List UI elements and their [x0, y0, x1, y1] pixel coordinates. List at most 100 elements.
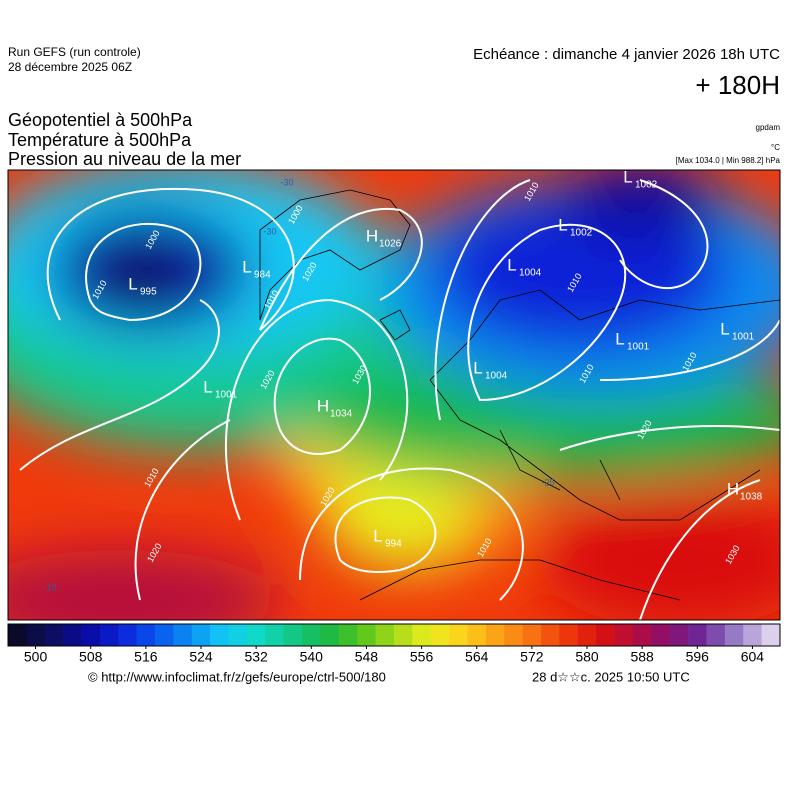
center-kind: H — [317, 396, 329, 415]
colorbar-swatch — [338, 624, 358, 646]
center-kind: H — [366, 226, 378, 245]
colorbar-swatch — [191, 624, 211, 646]
colorbar-swatch — [357, 624, 376, 646]
colorbar-swatch — [724, 624, 744, 646]
run-date: 28 décembre 2025 06Z — [8, 60, 132, 74]
colorbar-tick-label: 500 — [24, 649, 48, 665]
colorbar-swatch — [577, 624, 597, 646]
colorbar-swatch — [485, 624, 505, 646]
center-kind: L — [558, 215, 567, 234]
colorbar-swatch — [430, 624, 450, 646]
colorbar-tick-label: 604 — [741, 649, 765, 665]
colorbar-swatch — [449, 624, 468, 646]
center-kind: L — [507, 255, 516, 274]
colorbar-swatch — [302, 624, 321, 646]
colorbar-tick-label: 532 — [244, 649, 268, 665]
colorbar-tick-label: 556 — [410, 649, 434, 665]
center-value: 1004 — [519, 268, 542, 279]
colorbar-tick-label: 548 — [355, 649, 379, 665]
title: Température à 500hPa — [8, 130, 192, 150]
title: Pression au niveau de la mer — [8, 149, 241, 169]
colorbar-swatch — [632, 624, 652, 646]
center-value: 1002 — [570, 228, 593, 239]
colorbar-swatch — [81, 624, 101, 646]
run-label: Run GEFS (run controle) — [8, 45, 141, 59]
colorbar-swatch — [228, 624, 248, 646]
unit: gpdam — [756, 123, 781, 132]
colorbar-tick-label: 564 — [465, 649, 489, 665]
temperature-label: -30 — [263, 226, 276, 236]
center-kind: L — [242, 257, 251, 276]
center-kind: L — [373, 526, 382, 545]
colorbar-swatch — [246, 624, 266, 646]
center-value: 1002 — [635, 180, 658, 191]
colorbar-swatch — [210, 624, 229, 646]
colorbar-tick-label: 540 — [300, 649, 324, 665]
temperature-label: -10 — [43, 582, 56, 592]
valid-time: Echéance : dimanche 4 janvier 2026 18h U… — [473, 46, 780, 63]
map — [8, 170, 780, 620]
colorbar-swatch — [706, 624, 726, 646]
colorbar-swatch — [504, 624, 523, 646]
colorbar-swatch — [541, 624, 560, 646]
colorbar-swatch — [559, 624, 579, 646]
colorbar-swatch — [761, 624, 781, 646]
colorbar-swatch — [155, 624, 174, 646]
colorbar-swatch — [320, 624, 340, 646]
center-kind: L — [720, 319, 729, 338]
colorbar-swatch — [596, 624, 615, 646]
colorbar-tick-label: 508 — [79, 649, 103, 665]
center-kind: L — [615, 329, 624, 348]
colorbar-swatch — [614, 624, 634, 646]
center-value: 1004 — [485, 371, 508, 382]
colorbar-tick-label: 572 — [520, 649, 544, 665]
colorbar-swatch — [265, 624, 285, 646]
footer-generated: 28 d☆☆c. 2025 10:50 UTC — [532, 669, 690, 684]
center-value: 1026 — [379, 239, 402, 250]
title: Géopotentiel à 500hPa — [8, 110, 193, 130]
center-value: 1034 — [330, 409, 353, 420]
temperature-field — [8, 170, 780, 620]
colorbar-tick-label: 596 — [686, 649, 710, 665]
colorbar-swatch — [99, 624, 119, 646]
colorbar-swatch — [44, 624, 64, 646]
colorbar-swatch — [26, 624, 46, 646]
center-kind: L — [128, 274, 137, 293]
colorbar-swatch — [63, 624, 82, 646]
colorbar-swatch — [136, 624, 156, 646]
colorbar-frame — [7, 623, 781, 647]
map-frame — [7, 169, 781, 621]
center-kind: H — [727, 479, 739, 498]
colorbar-swatch — [688, 624, 707, 646]
colorbar-tick-label: 588 — [630, 649, 654, 665]
colorbar-tick-label: 524 — [189, 649, 213, 665]
colorbar-swatch — [669, 624, 689, 646]
lead-time: + 180H — [695, 70, 780, 100]
center-value: 984 — [254, 270, 271, 281]
center-kind: L — [623, 167, 632, 186]
colorbar-swatch — [118, 624, 137, 646]
colorbar-swatch — [375, 624, 395, 646]
colorbar: 500 508 516 524 532 540 548 556 564 572 580 588 596 6… — [7, 623, 781, 665]
colorbar-tick-label: 516 — [134, 649, 158, 665]
colorbar-swatch — [283, 624, 303, 646]
colorbar-swatch — [743, 624, 762, 646]
center-value: 1001 — [627, 342, 650, 353]
colorbar-swatch — [394, 624, 413, 646]
unit: [Max 1034.0 | Min 988.2] hPa — [676, 156, 781, 165]
colorbar-swatch — [173, 624, 193, 646]
center-value: 1001 — [215, 390, 238, 401]
center-value: 995 — [140, 287, 157, 298]
center-value: 1038 — [740, 492, 763, 503]
colorbar-tick-label: 580 — [575, 649, 599, 665]
footer-source: © http://www.infoclimat.fr/z/gefs/europe… — [88, 669, 386, 684]
colorbar-swatch — [8, 624, 27, 646]
temperature-label: -25 — [541, 477, 554, 487]
colorbar-swatch — [522, 624, 542, 646]
center-kind: L — [203, 377, 212, 396]
colorbar-swatch — [651, 624, 671, 646]
center-value: 994 — [385, 539, 402, 550]
colorbar-swatch — [412, 624, 432, 646]
unit: °C — [771, 143, 780, 152]
